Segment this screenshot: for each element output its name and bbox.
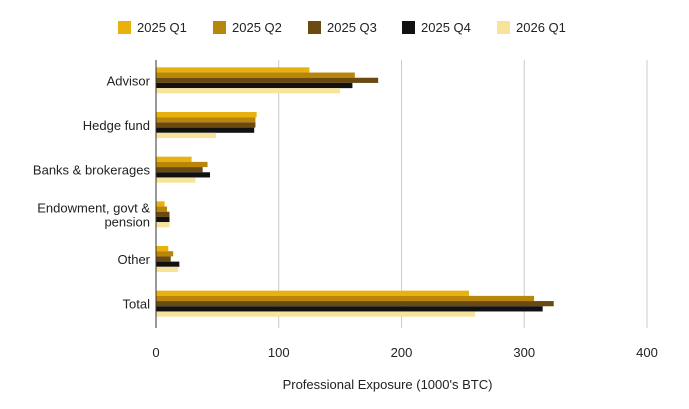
bar-5-3	[156, 256, 171, 262]
bar-1-3	[156, 77, 379, 83]
bar-1-5	[156, 88, 341, 94]
bar-3-5	[156, 177, 196, 183]
category-label-3: Banks & brokerages	[33, 163, 151, 178]
legend: 2025 Q1 2025 Q2 2025 Q3 2025 Q4 2026 Q1	[118, 20, 566, 35]
x-tick-label-4: 400	[636, 345, 658, 360]
legend-label-1: 2025 Q1	[137, 20, 187, 35]
x-tick-label-0: 0	[152, 345, 159, 360]
bar-5-5	[156, 266, 179, 272]
bar-6-4	[156, 306, 543, 312]
bar-2-3	[156, 122, 256, 128]
legend-item-3: 2025 Q3	[308, 20, 377, 35]
legend-item-2: 2025 Q2	[213, 20, 282, 35]
bar-2-1	[156, 112, 257, 118]
bar-4-5	[156, 222, 170, 228]
legend-swatch-1	[118, 21, 131, 34]
x-tick-labels: 0 100 200 300 400	[152, 345, 657, 360]
legend-swatch-4	[402, 21, 415, 34]
bar-3-1	[156, 156, 192, 162]
bar-4-2	[156, 206, 168, 212]
legend-label-5: 2026 Q1	[516, 20, 566, 35]
legend-item-4: 2025 Q4	[402, 20, 471, 35]
legend-item-5: 2026 Q1	[497, 20, 566, 35]
bar-3-3	[156, 167, 203, 173]
category-label-4: Endowment, govt & pension	[37, 200, 150, 229]
category-label-1: Advisor	[107, 73, 151, 88]
bar-1-4	[156, 82, 353, 89]
legend-label-2: 2025 Q2	[232, 20, 282, 35]
bar-1-2	[156, 72, 355, 78]
bar-6-5	[156, 311, 476, 317]
x-tick-label-3: 300	[513, 345, 535, 360]
x-axis-title: Professional Exposure (1000's BTC)	[283, 377, 493, 392]
legend-item-1: 2025 Q1	[118, 20, 187, 35]
legend-label-3: 2025 Q3	[327, 20, 377, 35]
bar-1-1	[156, 67, 310, 73]
x-tick-label-2: 200	[391, 345, 413, 360]
legend-label-4: 2025 Q4	[421, 20, 471, 35]
bar-5-4	[156, 261, 180, 267]
bar-4-1	[156, 201, 165, 207]
gridlines	[278, 60, 648, 328]
legend-swatch-2	[213, 21, 226, 34]
category-label-2: Hedge fund	[83, 118, 150, 133]
bar-3-4	[156, 172, 211, 178]
category-label-5: Other	[117, 252, 150, 267]
x-tick-label-1: 100	[268, 345, 290, 360]
bar-5-1	[156, 246, 169, 252]
bar-5-2	[156, 251, 174, 257]
bar-3-2	[156, 161, 208, 168]
bar-2-2	[156, 117, 256, 123]
bars	[156, 67, 554, 317]
legend-swatch-5	[497, 21, 510, 34]
bar-6-3	[156, 301, 554, 307]
bar-4-3	[156, 211, 170, 217]
category-label-6: Total	[123, 297, 151, 312]
bar-4-4	[156, 216, 170, 223]
legend-swatch-3	[308, 21, 321, 34]
bar-6-1	[156, 290, 470, 296]
bar-6-2	[156, 295, 535, 302]
bar-2-5	[156, 132, 217, 138]
y-tick-labels: Advisor Hedge fund Banks & brokerages Endow…	[33, 73, 151, 311]
bar-2-4	[156, 127, 255, 133]
